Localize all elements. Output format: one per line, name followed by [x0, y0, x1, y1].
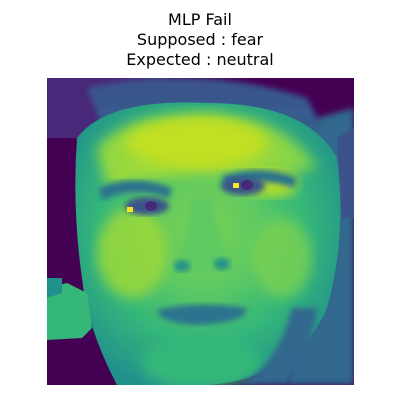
nose-bridge — [179, 198, 229, 273]
right-pupil — [241, 180, 253, 190]
left-nostril — [174, 260, 190, 272]
right-eye-glint — [233, 183, 239, 188]
chin — [142, 338, 262, 385]
left-lower-background — [47, 340, 92, 385]
right-cheek — [252, 218, 312, 298]
forehead-bright — [127, 121, 267, 165]
left-shoulder — [47, 283, 92, 340]
lower-lip — [146, 323, 253, 337]
left-cheek — [97, 208, 167, 298]
title-model-status: MLP Fail — [168, 10, 232, 29]
mouth — [157, 304, 247, 325]
title-supposed-label: Supposed : fear — [136, 30, 264, 49]
left-eyebrow — [99, 180, 172, 200]
right-edge-dark — [337, 128, 354, 218]
left-shoulder-edge — [47, 278, 62, 298]
left-eye-glint — [127, 207, 133, 212]
title-expected-label: Expected : neutral — [126, 50, 274, 69]
jaw-shadow — [237, 308, 317, 385]
face-image — [47, 78, 354, 385]
right-nostril — [214, 258, 230, 270]
face-image-svg — [47, 78, 354, 385]
figure-title: MLP Fail Supposed : fear Expected : neut… — [0, 10, 400, 70]
left-pupil — [145, 201, 157, 211]
